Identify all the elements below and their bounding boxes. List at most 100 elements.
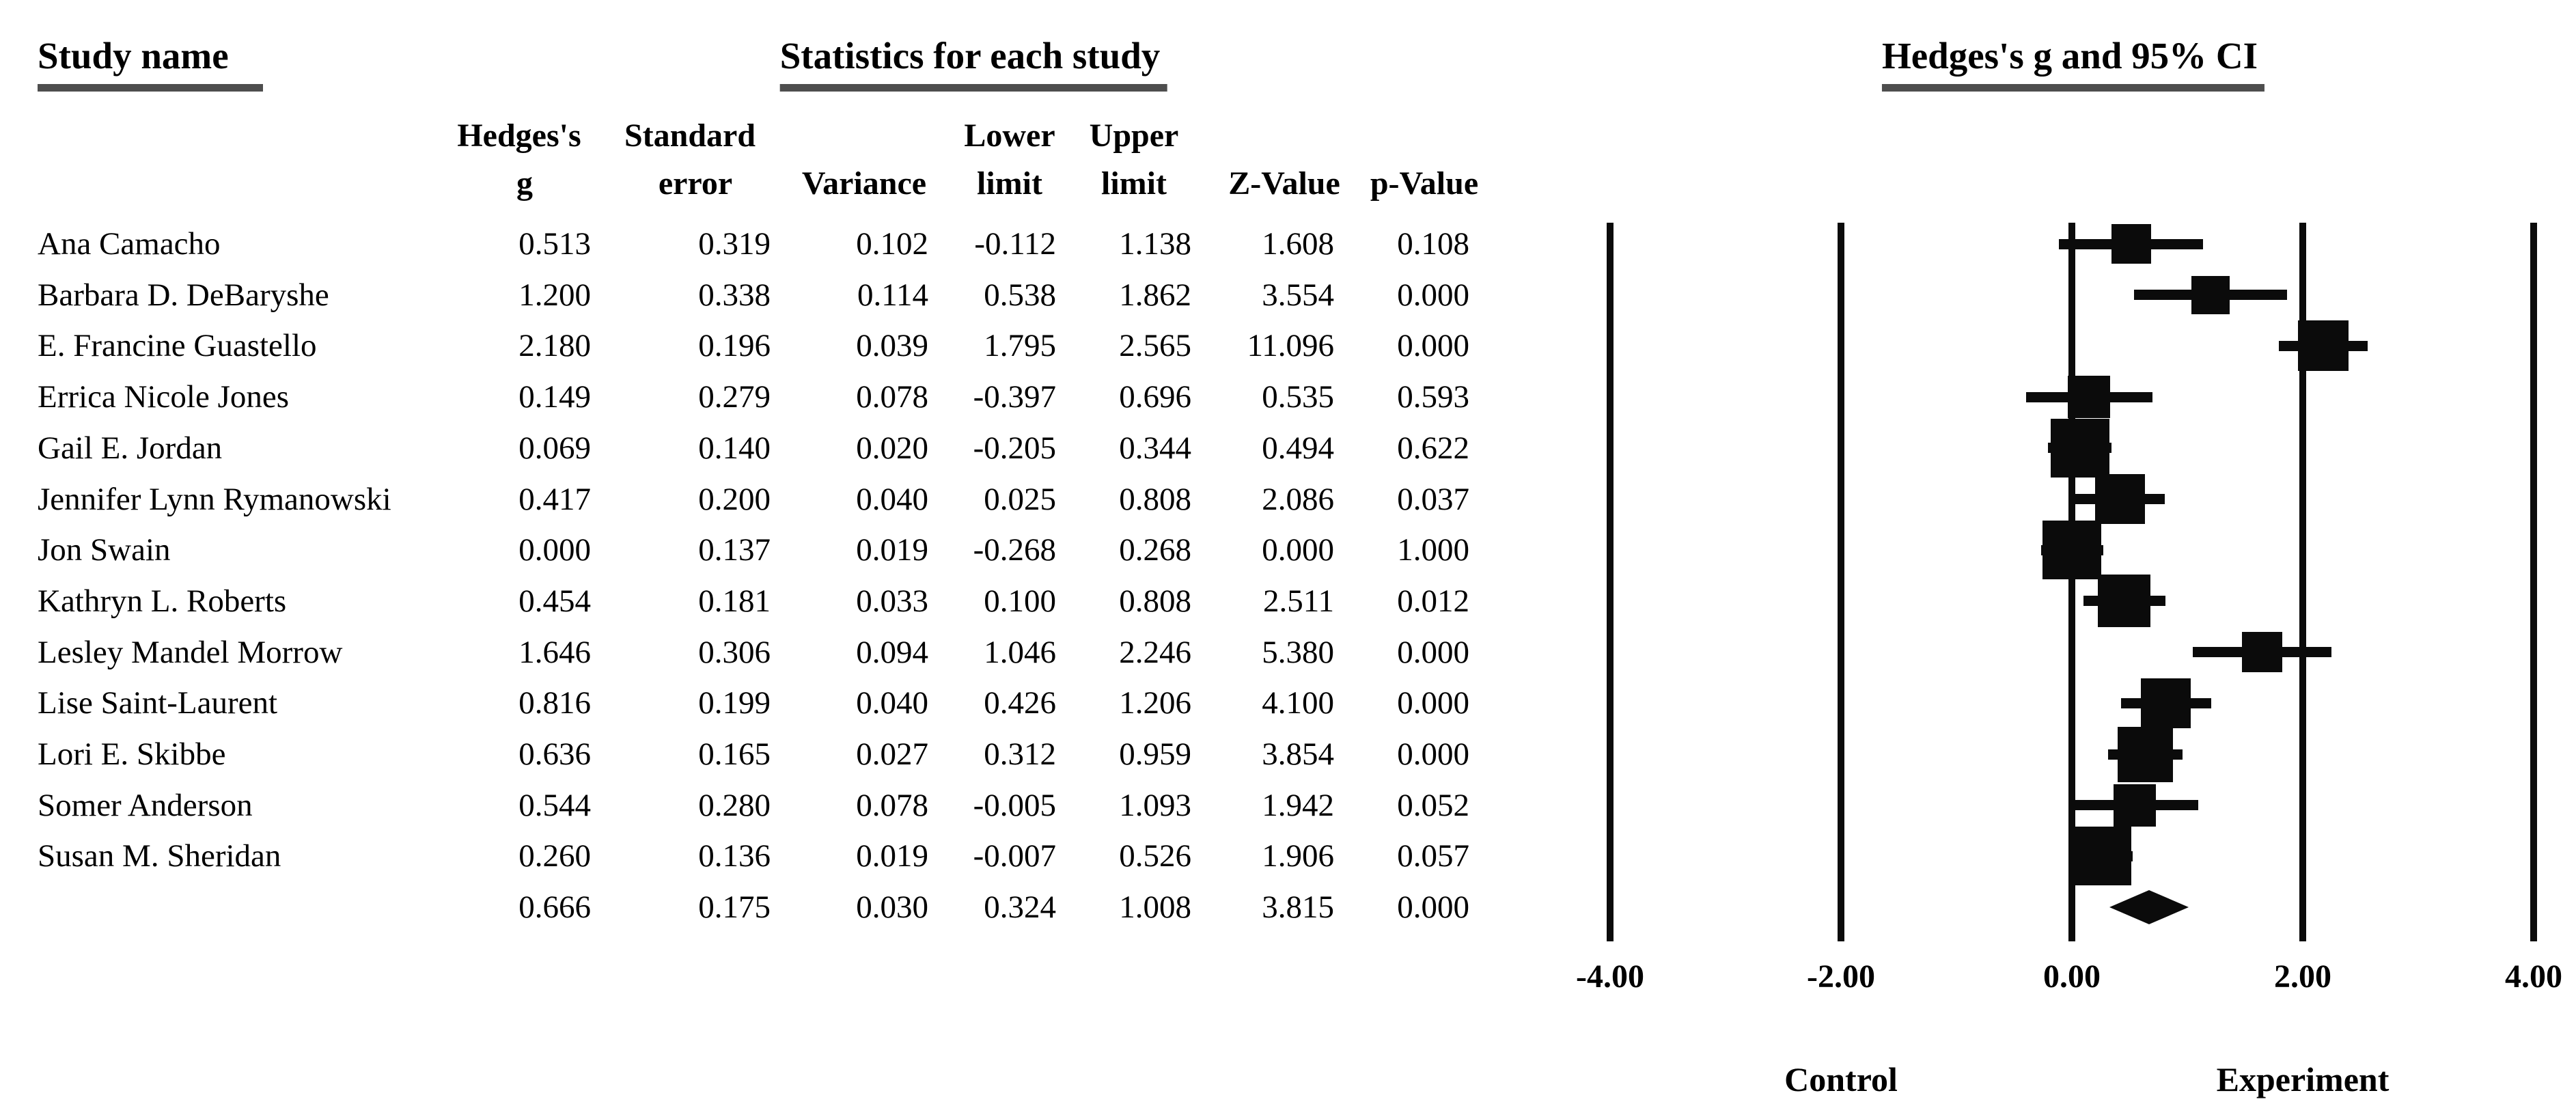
stat-upper-value: 0.808 xyxy=(1119,583,1191,619)
study-name-cell: Jennifer Lynn Rymanowski xyxy=(38,482,391,517)
study-name-cell: Jon Swain xyxy=(38,532,171,568)
study-name-cell: Lesley Mandel Morrow xyxy=(38,635,343,670)
stat-lower-value: 0.426 xyxy=(984,685,1056,721)
stat-upper-value: 1.206 xyxy=(1119,685,1191,721)
stat-z-value: 2.511 xyxy=(1262,583,1334,619)
stat-lower-value: -0.268 xyxy=(973,532,1056,568)
column-header-standard: Standard xyxy=(624,117,756,154)
stat-upper-value: 0.808 xyxy=(1119,482,1191,517)
study-name-title-text: Study name xyxy=(38,34,263,92)
axis-tick-label: -4.00 xyxy=(1576,958,1644,995)
stat-z-value: 4.100 xyxy=(1262,685,1334,721)
stat-p-value: 0.108 xyxy=(1397,226,1469,262)
study-name-cell: Barbara D. DeBaryshe xyxy=(38,277,329,313)
forest-square-marker xyxy=(2114,784,2156,827)
axis-gridline xyxy=(2530,223,2537,941)
stat-se-value: 0.140 xyxy=(698,430,771,466)
stat-variance-value: 0.040 xyxy=(856,482,928,517)
axis-gridline xyxy=(1838,223,1844,941)
column-header-limit: limit xyxy=(977,165,1042,202)
study-name-cell: Susan M. Sheridan xyxy=(38,838,281,874)
study-name-cell: Errica Nicole Jones xyxy=(38,379,290,415)
stat-se-value: 0.306 xyxy=(698,635,771,670)
stat-variance-value: 0.040 xyxy=(856,685,928,721)
stat-g-value: 0.149 xyxy=(518,379,591,415)
stat-g-value: 1.200 xyxy=(518,277,591,313)
summary-g-value: 0.666 xyxy=(518,889,591,925)
stat-variance-value: 0.033 xyxy=(856,583,928,619)
stat-g-value: 0.000 xyxy=(518,532,591,568)
stat-upper-value: 1.138 xyxy=(1119,226,1191,262)
stat-se-value: 0.196 xyxy=(698,328,771,363)
axis-gridline xyxy=(2299,223,2306,941)
stat-se-value: 0.136 xyxy=(698,838,771,874)
stat-p-value: 1.000 xyxy=(1397,532,1469,568)
stat-lower-value: 1.795 xyxy=(984,328,1056,363)
axis-tick-label: 4.00 xyxy=(2505,958,2562,995)
stat-variance-value: 0.019 xyxy=(856,532,928,568)
study-name-cell: Ana Camacho xyxy=(38,226,221,262)
stat-g-value: 0.513 xyxy=(518,226,591,262)
axis-tick-label: -2.00 xyxy=(1807,958,1875,995)
summary-upper-value: 1.008 xyxy=(1119,889,1191,925)
column-header-limit: limit xyxy=(1101,165,1167,202)
column-header-variance: Variance xyxy=(801,165,927,202)
stat-se-value: 0.200 xyxy=(698,482,771,517)
stat-variance-value: 0.027 xyxy=(856,736,928,772)
stat-lower-value: -0.007 xyxy=(973,838,1056,874)
summary-z-value: 3.815 xyxy=(1262,889,1334,925)
forest-square-marker xyxy=(2073,827,2131,885)
study-name-cell: Gail E. Jordan xyxy=(38,430,223,466)
stat-se-value: 0.181 xyxy=(698,583,771,619)
stat-se-value: 0.199 xyxy=(698,685,771,721)
stat-z-value: 0.494 xyxy=(1262,430,1334,466)
column-header-z-value: Z-Value xyxy=(1228,165,1340,202)
summary-lower-value: 0.324 xyxy=(984,889,1056,925)
forest-square-marker xyxy=(2141,678,2191,728)
stat-p-value: 0.057 xyxy=(1397,838,1469,874)
stat-variance-value: 0.019 xyxy=(856,838,928,874)
stat-p-value: 0.593 xyxy=(1397,379,1469,415)
stat-z-value: 3.554 xyxy=(1262,277,1334,313)
stat-p-value: 0.000 xyxy=(1397,736,1469,772)
plot-section-title: Hedges's g and 95% CI xyxy=(1881,34,2265,92)
stat-se-value: 0.165 xyxy=(698,736,771,772)
forest-square-marker xyxy=(2298,320,2349,371)
stat-p-value: 0.052 xyxy=(1397,788,1469,823)
stat-p-value: 0.622 xyxy=(1397,430,1469,466)
study-name-cell: Lise Saint-Laurent xyxy=(38,685,278,721)
stat-p-value: 0.037 xyxy=(1397,482,1469,517)
forest-square-marker xyxy=(2191,276,2230,314)
column-header-g: g xyxy=(516,165,533,202)
stat-upper-value: 0.268 xyxy=(1119,532,1191,568)
stat-g-value: 2.180 xyxy=(518,328,591,363)
stat-upper-value: 1.862 xyxy=(1119,277,1191,313)
column-header-p-value: p-Value xyxy=(1370,165,1479,202)
stat-p-value: 0.000 xyxy=(1397,635,1469,670)
stat-upper-value: 2.246 xyxy=(1119,635,1191,670)
stat-z-value: 0.535 xyxy=(1262,379,1334,415)
forest-square-marker xyxy=(2051,419,2109,478)
stat-lower-value: -0.112 xyxy=(974,226,1056,262)
forest-square-marker xyxy=(2118,727,2173,782)
summary-se-value: 0.175 xyxy=(698,889,771,925)
stat-g-value: 0.816 xyxy=(518,685,591,721)
stat-lower-value: 0.025 xyxy=(984,482,1056,517)
stat-upper-value: 1.093 xyxy=(1119,788,1191,823)
stat-lower-value: 0.100 xyxy=(984,583,1056,619)
column-header-hedges-s: Hedges's xyxy=(457,117,581,154)
summary-variance-value: 0.030 xyxy=(856,889,928,925)
stat-variance-value: 0.020 xyxy=(856,430,928,466)
stat-z-value: 11.096 xyxy=(1247,328,1334,363)
stat-p-value: 0.012 xyxy=(1397,583,1469,619)
stat-g-value: 0.636 xyxy=(518,736,591,772)
stat-p-value: 0.000 xyxy=(1397,277,1469,313)
stat-upper-value: 0.526 xyxy=(1119,838,1191,874)
stat-lower-value: -0.397 xyxy=(973,379,1056,415)
stats-section-title: Statistics for each study xyxy=(779,34,1167,92)
stats-section-title-text: Statistics for each study xyxy=(779,34,1167,92)
stat-z-value: 0.000 xyxy=(1262,532,1334,568)
column-header-lower: Lower xyxy=(964,117,1055,154)
study-name-cell: E. Francine Guastello xyxy=(38,328,317,363)
